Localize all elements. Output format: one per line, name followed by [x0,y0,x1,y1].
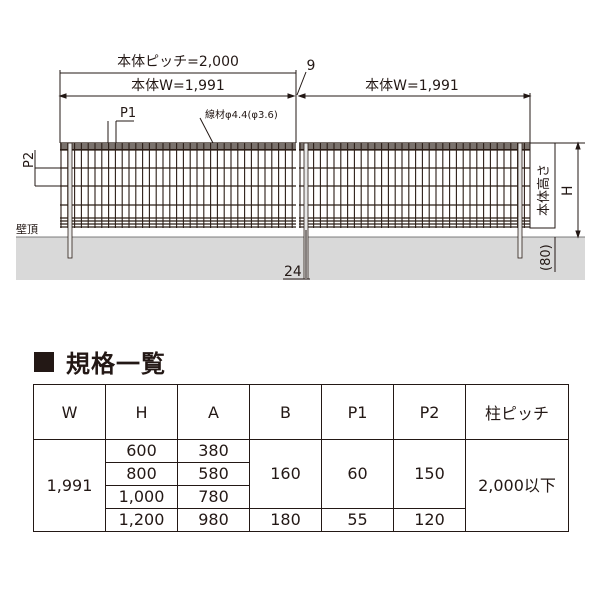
post-size-label: 24 [284,264,302,280]
table-header-row: W H A B P1 P2 柱ピッチ [33,384,569,440]
h-label: H [560,185,576,196]
pitch-label: 本体ピッチ=2,000 [117,54,239,70]
cell-w: 1,991 [33,439,106,532]
section-title-text: 規格一覧 [66,350,166,378]
header-w: W [33,384,106,440]
cell-h: 1,000 [105,485,178,509]
cell-p2: 150 [393,439,466,509]
cell-a: 580 [177,462,250,486]
table-row: 1,991 600 380 160 60 150 2,000以下 [33,439,569,532]
p2-label: P2 [22,152,37,168]
header-b: B [249,384,322,440]
cell-b: 160 [249,439,322,509]
header-p2: P2 [393,384,466,440]
ground [16,237,585,280]
fence-panels [60,142,530,280]
cell-h: 600 [105,439,178,463]
black-square-icon [34,351,54,372]
header-post-pitch: 柱ピッチ [465,384,569,440]
header-h: H [105,384,178,440]
fence-drawing: 本体ピッチ=2,000 9 本体W=1,991 本体W=1,991 P1 線材φ… [16,54,585,280]
cell-h: 1,200 [105,508,178,532]
cell-post-pitch: 2,000以下 [465,439,569,532]
wire-label: 線材φ4.4(φ3.6) [205,108,278,121]
width-label-right: 本体W=1,991 [365,78,459,94]
cell-p1: 55 [321,508,394,532]
cell-p1: 60 [321,439,394,509]
gap-label: 9 [307,58,316,74]
cell-p2: 120 [393,508,466,532]
cell-a: 980 [177,508,250,532]
fence-post [67,142,73,259]
width-label-left: 本体W=1,991 [131,78,225,94]
cell-b: 180 [249,508,322,532]
cell-a: 380 [177,439,250,463]
wall-top-label: 壁頂 [16,222,38,236]
height-box-label: 本体高さ [536,164,552,216]
spec-table: W H A B P1 P2 柱ピッチ 1,991 600 380 160 60 … [33,384,569,532]
cell-a: 780 [177,485,250,509]
section-title: 規格一覧 [34,344,166,379]
header-p1: P1 [321,384,394,440]
table-row: 800 580 [34,462,569,486]
p1-label: P1 [120,106,136,121]
header-a: A [177,384,250,440]
cell-h: 800 [105,462,178,486]
table-row: 1,200 980 180 55 120 [34,508,569,532]
fence-post [517,142,523,259]
table-row: 1,000 780 [34,485,569,509]
embed-depth-label: (80) [539,244,554,271]
